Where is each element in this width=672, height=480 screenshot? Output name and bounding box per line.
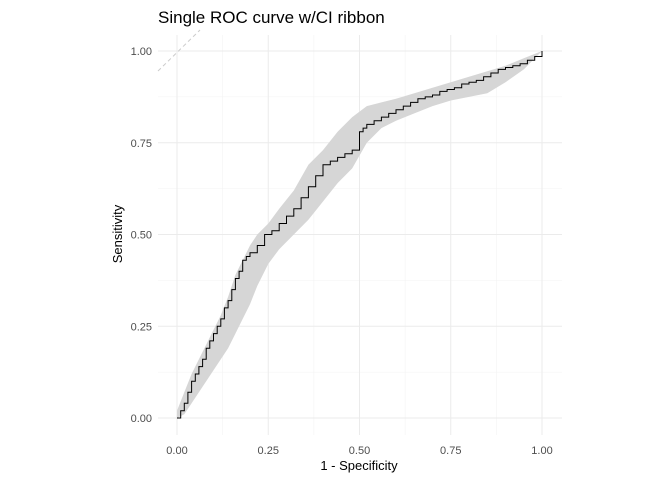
roc-curve — [177, 51, 543, 419]
x-tick-label: 0.75 — [440, 445, 461, 457]
y-tick-label: 0.50 — [131, 230, 152, 242]
x-tick-label: 0.50 — [349, 445, 370, 457]
ci-ribbon — [177, 51, 542, 418]
diagonal-line — [157, 29, 201, 72]
x-tick-label: 0.00 — [166, 445, 187, 457]
x-axis-label: 1 - Specificity — [320, 458, 398, 473]
y-tick-labels: 0.00 0.25 0.50 0.75 1.00 — [131, 46, 152, 425]
y-tick-label: 0.25 — [131, 321, 152, 333]
y-axis-label: Sensitivity — [110, 204, 125, 263]
y-tick-label: 0.00 — [131, 413, 152, 425]
chart-title: Single ROC curve w/CI ribbon — [158, 8, 385, 27]
grid-lines — [158, 35, 562, 435]
diagonal-reference — [157, 29, 201, 72]
roc-curve-group — [177, 51, 543, 419]
y-tick-label: 0.75 — [131, 138, 152, 150]
x-tick-label: 0.25 — [258, 445, 279, 457]
x-tick-labels: 0.00 0.25 0.50 0.75 1.00 — [166, 445, 552, 457]
ci-ribbon-group — [177, 51, 542, 418]
y-tick-label: 1.00 — [131, 46, 152, 58]
x-tick-label: 1.00 — [531, 445, 552, 457]
